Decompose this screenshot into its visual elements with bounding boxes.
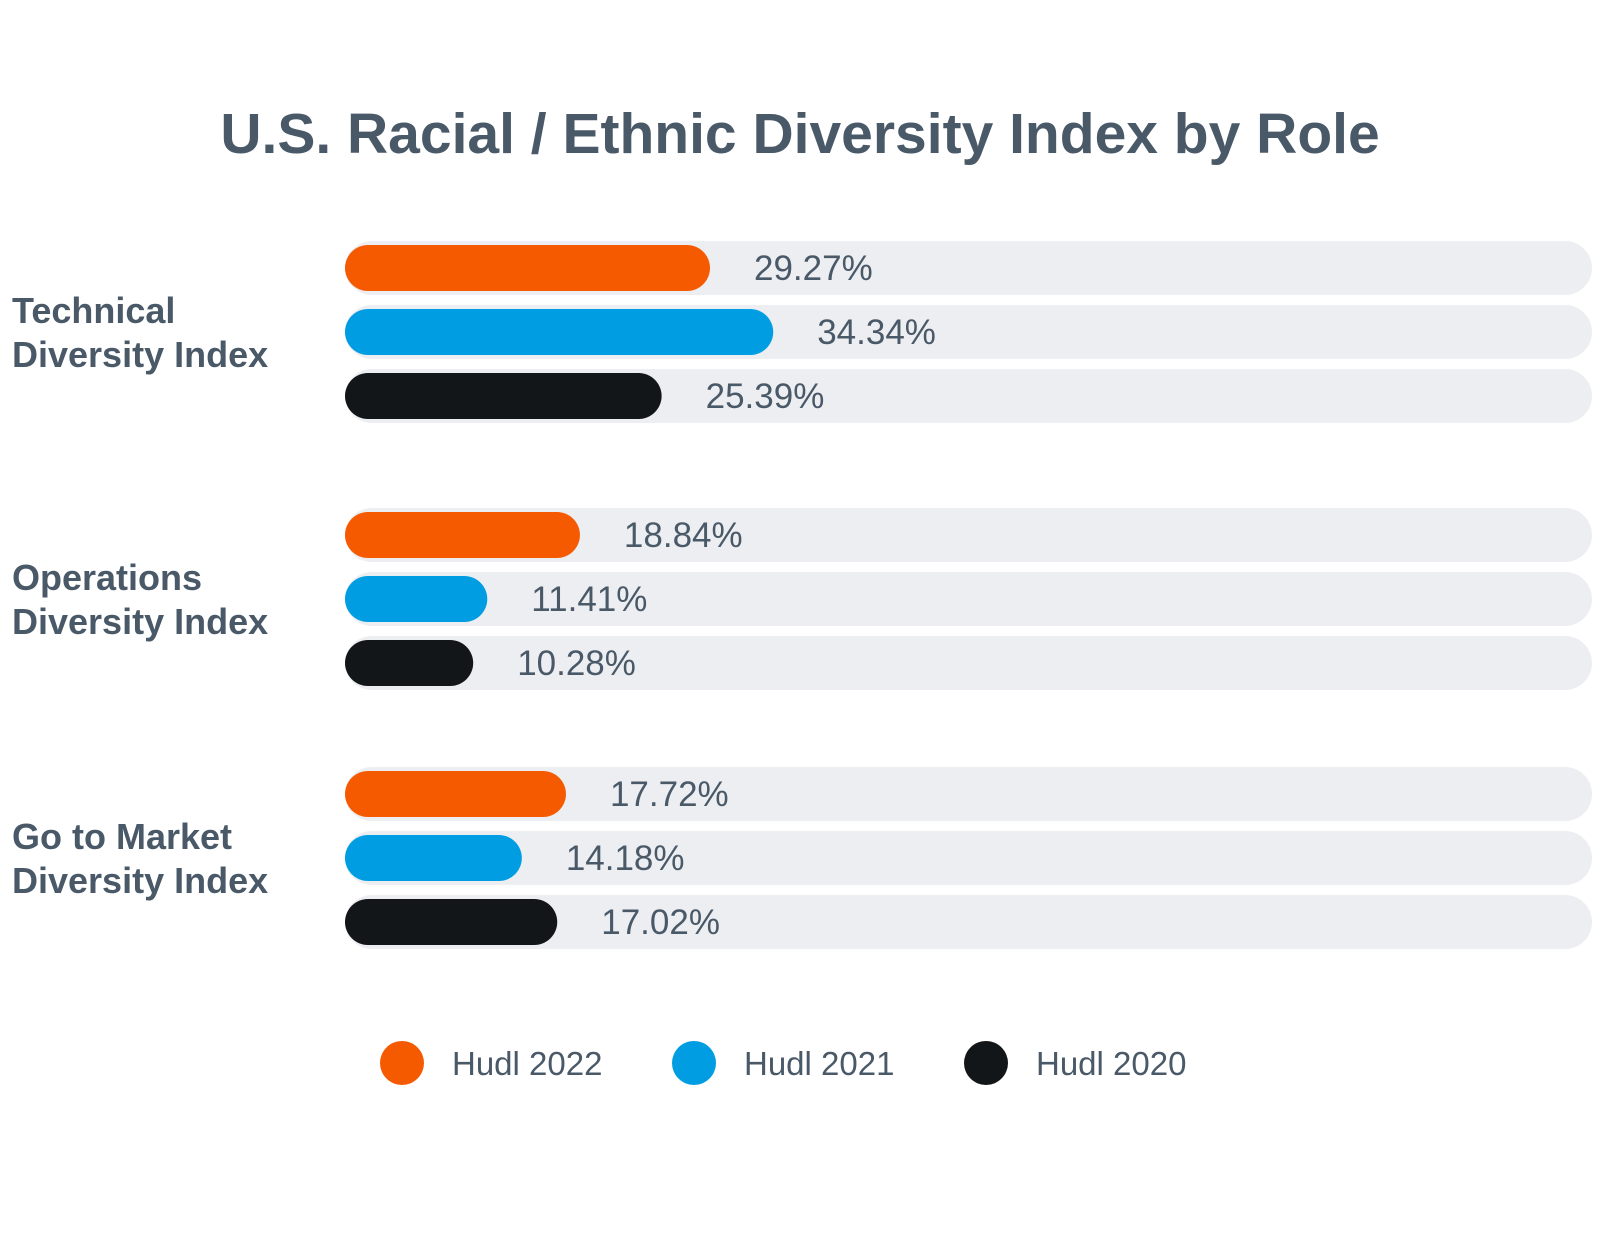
bar [345, 512, 580, 558]
bar-group-1: 18.84% 11.41% 10.28% Operations Diversity In… [12, 508, 1592, 690]
bar-track [345, 767, 1592, 821]
bar-group-0: 29.27% 34.34% 25.39% Technical Diversity Ind… [12, 241, 1592, 423]
legend-label: Hudl 2022 [452, 1045, 602, 1082]
bar-value-label: 17.72% [610, 775, 729, 814]
bar-value-label: 18.84% [624, 516, 743, 555]
legend-label: Hudl 2020 [1036, 1045, 1186, 1082]
bar-value-label: 17.02% [601, 903, 720, 942]
bar-track [345, 636, 1592, 690]
legend-item: Hudl 2020 [964, 1041, 1186, 1085]
legend-item: Hudl 2022 [380, 1041, 602, 1085]
bar [345, 245, 710, 291]
legend-item: Hudl 2021 [672, 1041, 894, 1085]
bar-value-label: 29.27% [754, 249, 873, 288]
bar [345, 309, 774, 355]
legend-swatch [964, 1041, 1008, 1085]
bar-track [345, 895, 1592, 949]
legend-label: Hudl 2021 [744, 1045, 894, 1082]
bar-value-label: 14.18% [566, 839, 685, 878]
bar-value-label: 11.41% [531, 580, 647, 619]
category-label: Operations Diversity Index [12, 557, 268, 642]
bar [345, 899, 558, 945]
bar-track [345, 508, 1592, 562]
bar-track [345, 572, 1592, 626]
bar [345, 373, 662, 419]
bar-area: 29.27% 34.34% 25.39% Technical Diversity Ind… [12, 241, 1592, 949]
category-label: Technical Diversity Index [12, 290, 268, 375]
legend: Hudl 2022 Hudl 2021 Hudl 2020 [380, 1041, 1186, 1085]
bar-value-label: 10.28% [517, 644, 636, 683]
bar-value-label: 34.34% [817, 313, 936, 352]
category-label: Go to Market Diversity Index [12, 816, 268, 901]
bar [345, 576, 488, 622]
chart-title: U.S. Racial / Ethnic Diversity Index by … [220, 102, 1379, 166]
bar-group-2: 17.72% 14.18% 17.02% Go to Market Diversity … [12, 767, 1592, 949]
legend-swatch [380, 1041, 424, 1085]
bar [345, 640, 474, 686]
bar-value-label: 25.39% [706, 377, 825, 416]
legend-swatch [672, 1041, 716, 1085]
bar-track [345, 831, 1592, 885]
bar [345, 835, 522, 881]
bar [345, 771, 566, 817]
